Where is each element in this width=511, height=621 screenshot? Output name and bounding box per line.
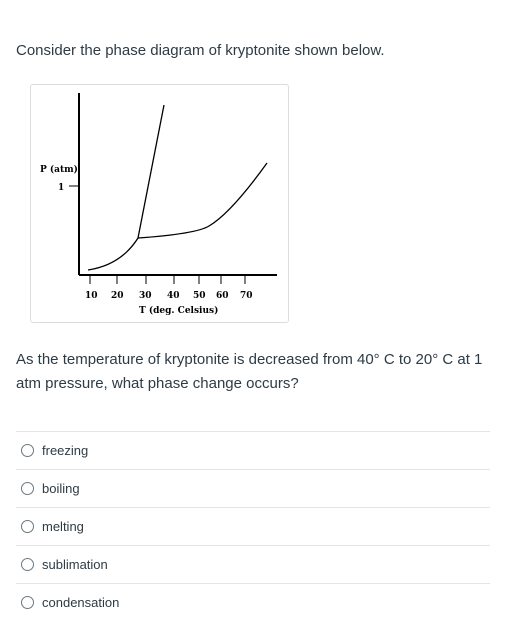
x-axis-label: T (deg. Celsius) bbox=[139, 305, 218, 316]
question-intro: Consider the phase diagram of kryptonite… bbox=[16, 42, 385, 59]
answer-label: sublimation bbox=[42, 557, 108, 572]
answer-option-melting[interactable]: melting bbox=[16, 508, 490, 546]
x-tick-label: 40 bbox=[167, 291, 180, 301]
question-prompt: As the temperature of kryptonite is decr… bbox=[16, 351, 483, 392]
answer-option-boiling[interactable]: boiling bbox=[16, 470, 490, 508]
answer-label: condensation bbox=[42, 595, 120, 610]
radio-button[interactable] bbox=[21, 520, 34, 533]
answer-options: freezing boiling melting sublimation con… bbox=[16, 431, 490, 621]
x-tick-label: 60 bbox=[216, 291, 229, 301]
x-tick-label: 20 bbox=[111, 291, 124, 301]
melting-curve bbox=[137, 104, 165, 239]
phase-diagram: P (atm) 1 10 20 30 40 50 60 70 T (deg. C… bbox=[40, 93, 277, 316]
answer-option-freezing[interactable]: freezing bbox=[16, 432, 490, 470]
answer-label: melting bbox=[42, 519, 84, 534]
x-tick-label: 10 bbox=[85, 291, 98, 301]
x-tick-label: 30 bbox=[139, 291, 152, 301]
radio-button[interactable] bbox=[21, 444, 34, 457]
answer-label: boiling bbox=[42, 481, 80, 496]
radio-button[interactable] bbox=[21, 482, 34, 495]
answer-option-sublimation[interactable]: sublimation bbox=[16, 546, 490, 584]
x-tick-label: 70 bbox=[240, 291, 253, 301]
y-axis-label: P (atm) bbox=[40, 164, 78, 175]
radio-button[interactable] bbox=[21, 596, 34, 609]
answer-label: freezing bbox=[42, 443, 89, 458]
vaporization-curve bbox=[137, 162, 268, 239]
x-tick-label: 50 bbox=[193, 291, 206, 301]
sublimation-curve bbox=[87, 237, 139, 271]
radio-button[interactable] bbox=[21, 558, 34, 571]
phase-diagram-figure: P (atm) 1 10 20 30 40 50 60 70 T (deg. C… bbox=[30, 84, 289, 323]
answer-option-condensation[interactable]: condensation bbox=[16, 584, 490, 621]
y-tick-label: 1 bbox=[58, 183, 64, 193]
